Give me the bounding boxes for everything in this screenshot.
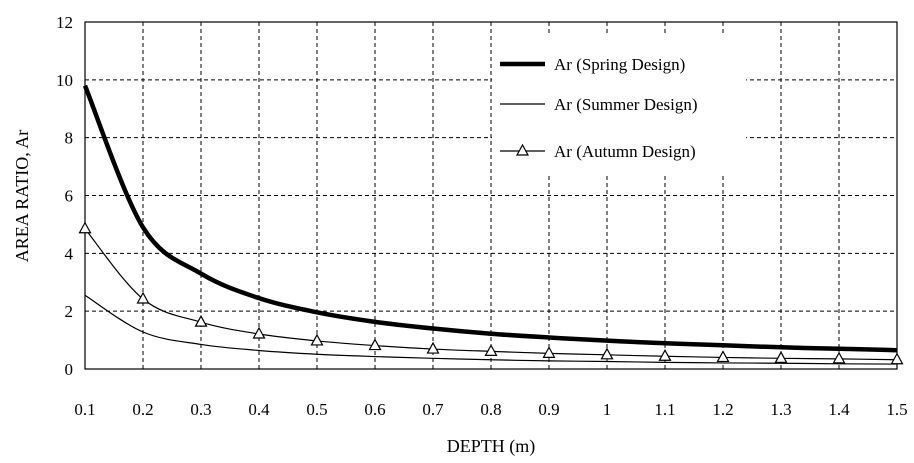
x-tick-label: 0.1 [74,400,95,419]
legend-label-summer: Ar (Summer Design) [554,95,698,114]
series-point-triangle [426,341,440,354]
x-tick-label: 0.5 [306,400,327,419]
x-tick-label: 1.3 [770,400,791,419]
x-tick-label: 0.7 [422,400,444,419]
series-point-triangle [78,221,92,234]
series-point-triangle [832,351,846,364]
series-point-triangle [600,347,614,360]
series-point-triangle [542,346,556,358]
legend-label-autumn: Ar (Autumn Design) [554,142,696,161]
y-tick-label: 2 [65,302,74,321]
legend: Ar (Spring Design) Ar (Summer Design) Ar… [492,36,746,174]
x-tick-label: 1.4 [828,400,850,419]
y-tick-label: 10 [56,71,73,90]
y-tick-label: 8 [65,129,74,148]
x-tick-label: 0.9 [538,400,559,419]
x-tick-label: 0.2 [132,400,153,419]
series-line-0 [82,84,898,353]
series-point-triangle [890,352,904,365]
y-axis-label: AREA RATIO, Ar [12,130,32,263]
series-point-triangle [658,349,672,361]
series-point-triangle [252,326,266,339]
y-tick-label: 12 [56,13,73,32]
x-tick-label: 0.3 [190,400,211,419]
legend-label-spring: Ar (Spring Design) [554,55,685,74]
series-layer [78,84,904,365]
x-tick-label: 0.4 [248,400,270,419]
x-tick-label: 1.1 [654,400,675,419]
y-tick-label: 0 [65,360,74,379]
y-tick-label: 6 [65,187,74,206]
x-tick-label: 1 [603,400,612,419]
series-point-triangle [136,291,150,304]
x-tick-labels: 0.1 0.2 0.3 0.4 0.5 0.6 0.7 0.8 0.9 1 1.1 1.2 1.3 1.4… [74,400,907,419]
legend-triangle-marker [515,143,530,156]
y-tick-labels: 0 2 4 6 8 10 12 [56,13,74,379]
series-point-triangle [368,338,382,351]
series-point-triangle [484,344,498,356]
x-axis-label: DEPTH (m) [447,436,536,457]
x-tick-label: 1.2 [712,400,733,419]
series-point-triangle [310,333,324,346]
x-tick-label: 1.5 [886,400,907,419]
series-line-1 [84,294,898,365]
x-tick-label: 0.8 [480,400,501,419]
series-point-triangle [194,314,208,327]
series-point-triangle [716,350,730,363]
x-tick-label: 0.6 [364,400,385,419]
y-tick-label: 4 [65,244,74,263]
series-point-triangle [774,351,788,363]
